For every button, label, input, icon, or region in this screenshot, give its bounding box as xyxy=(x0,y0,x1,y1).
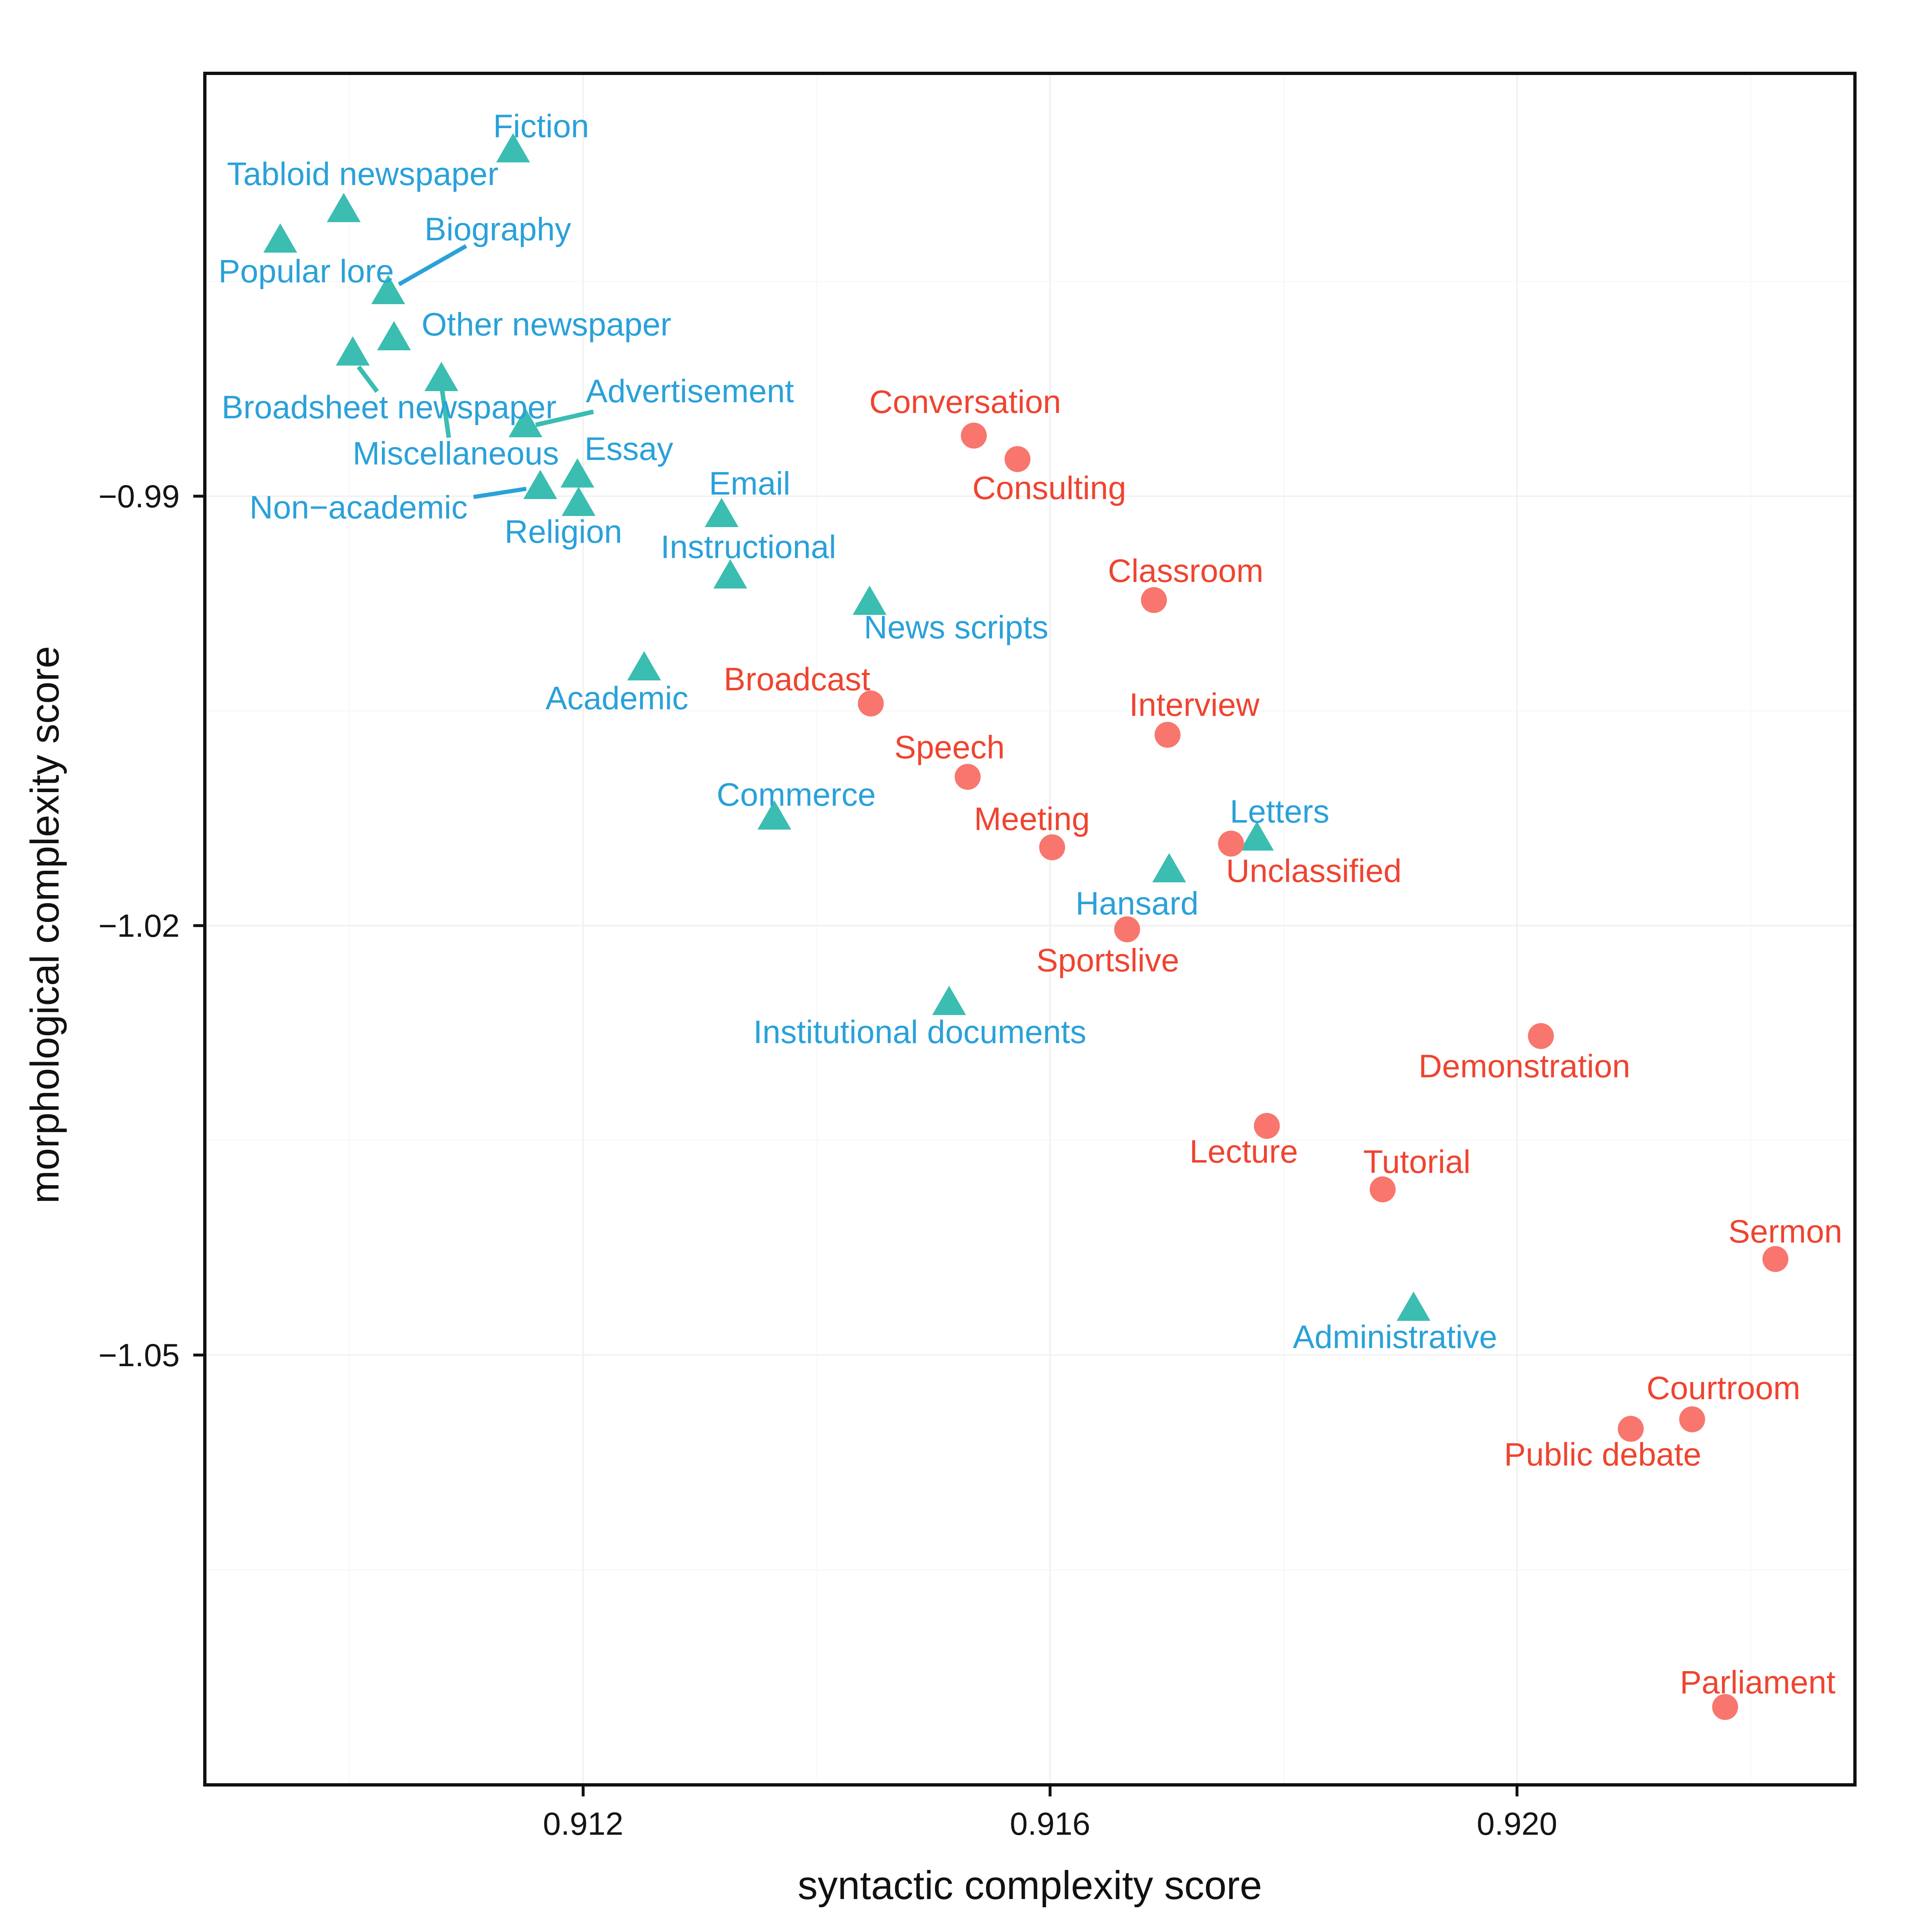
svg-text:Biography: Biography xyxy=(424,211,571,247)
svg-text:Tabloid newspaper: Tabloid newspaper xyxy=(227,155,499,192)
svg-text:Conversation: Conversation xyxy=(869,383,1061,420)
svg-text:Advertisement: Advertisement xyxy=(586,373,794,409)
svg-text:Miscellaneous: Miscellaneous xyxy=(353,435,559,471)
svg-text:Demonstration: Demonstration xyxy=(1419,1048,1630,1084)
svg-text:syntactic complexity score: syntactic complexity score xyxy=(798,1863,1262,1908)
svg-text:Popular lore: Popular lore xyxy=(218,253,394,289)
svg-text:morphological complexity score: morphological complexity score xyxy=(22,646,67,1203)
svg-text:Interview: Interview xyxy=(1129,686,1260,723)
svg-text:Sermon: Sermon xyxy=(1728,1213,1843,1250)
svg-text:Letters: Letters xyxy=(1230,793,1329,830)
svg-text:Instructional: Instructional xyxy=(661,528,836,565)
svg-text:Email: Email xyxy=(709,465,790,502)
svg-text:−1.02: −1.02 xyxy=(98,907,180,944)
svg-text:Hansard: Hansard xyxy=(1076,885,1199,921)
svg-text:0.912: 0.912 xyxy=(543,1805,623,1842)
svg-text:Commerce: Commerce xyxy=(717,776,876,813)
svg-text:Institutional documents: Institutional documents xyxy=(753,1013,1086,1050)
svg-text:Sportslive: Sportslive xyxy=(1036,942,1179,978)
svg-text:Other newspaper: Other newspaper xyxy=(422,306,671,342)
svg-text:Broadsheet newspaper: Broadsheet newspaper xyxy=(222,389,557,425)
svg-text:0.916: 0.916 xyxy=(1010,1805,1090,1842)
svg-text:Consulting: Consulting xyxy=(972,469,1126,506)
svg-text:Academic: Academic xyxy=(546,680,689,716)
svg-text:Non−academic: Non−academic xyxy=(249,489,467,525)
svg-text:Administrative: Administrative xyxy=(1293,1318,1497,1355)
svg-text:Meeting: Meeting xyxy=(974,800,1090,837)
svg-text:Classroom: Classroom xyxy=(1108,552,1264,589)
svg-text:−1.05: −1.05 xyxy=(98,1337,180,1373)
svg-text:Parliament: Parliament xyxy=(1680,1664,1836,1700)
svg-text:Religion: Religion xyxy=(504,513,622,550)
svg-text:−0.99: −0.99 xyxy=(98,478,180,514)
svg-text:News scripts: News scripts xyxy=(864,609,1048,645)
svg-text:Courtroom: Courtroom xyxy=(1646,1369,1800,1406)
svg-text:Broadcast: Broadcast xyxy=(724,661,870,697)
svg-text:Lecture: Lecture xyxy=(1189,1133,1298,1170)
svg-text:Essay: Essay xyxy=(584,430,673,467)
svg-text:Speech: Speech xyxy=(894,729,1005,765)
svg-text:Tutorial: Tutorial xyxy=(1363,1143,1471,1180)
svg-text:Fiction: Fiction xyxy=(493,108,589,144)
svg-text:Unclassified: Unclassified xyxy=(1226,852,1402,889)
svg-text:0.920: 0.920 xyxy=(1477,1805,1557,1842)
svg-text:Public debate: Public debate xyxy=(1504,1436,1702,1472)
